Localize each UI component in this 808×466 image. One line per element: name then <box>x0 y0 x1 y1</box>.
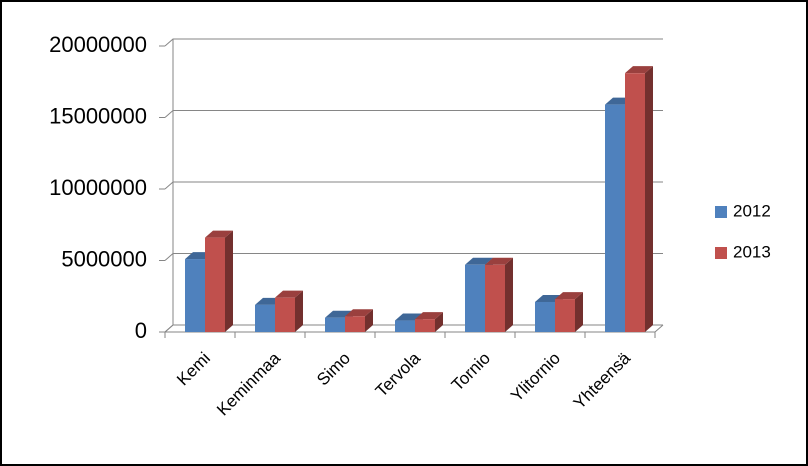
bar-side <box>365 309 373 332</box>
bar <box>485 264 505 332</box>
bar <box>415 319 435 332</box>
grid-line <box>164 181 663 190</box>
y-tick-label: 5000000 <box>61 246 147 271</box>
bar-side <box>505 257 513 332</box>
bar-top <box>555 292 583 300</box>
bar <box>185 259 205 332</box>
bar-side <box>435 312 443 332</box>
bar-side <box>295 290 303 332</box>
bar-side <box>575 292 583 332</box>
legend-label: 2012 <box>733 201 771 220</box>
legend-swatch <box>715 247 727 259</box>
grid-line <box>164 110 663 118</box>
bar <box>625 73 645 333</box>
bar <box>465 264 485 332</box>
y-tick-label: 0 <box>135 318 147 343</box>
bar <box>535 301 555 332</box>
bar <box>205 237 225 332</box>
grid-line <box>164 253 663 261</box>
bar <box>395 320 415 332</box>
bar-top <box>205 230 233 238</box>
bar-top <box>415 312 443 320</box>
bar <box>325 317 345 332</box>
bar-top <box>485 257 513 265</box>
y-tick-label: 20000000 <box>49 32 147 57</box>
bar-top <box>625 66 653 74</box>
legend-swatch <box>715 206 727 218</box>
bar-top <box>275 290 303 298</box>
bar-top <box>345 309 373 317</box>
bar-side <box>225 230 233 332</box>
y-tick-label: 15000000 <box>49 103 147 128</box>
bar-side <box>645 66 653 333</box>
bar-top <box>465 257 493 265</box>
bar <box>605 104 625 332</box>
y-tick-label: 10000000 <box>49 175 147 200</box>
bar <box>255 304 275 332</box>
bar <box>345 316 365 332</box>
bar <box>555 299 575 332</box>
bar <box>275 297 295 332</box>
legend-label: 2013 <box>733 242 771 261</box>
grid-line <box>164 38 663 47</box>
